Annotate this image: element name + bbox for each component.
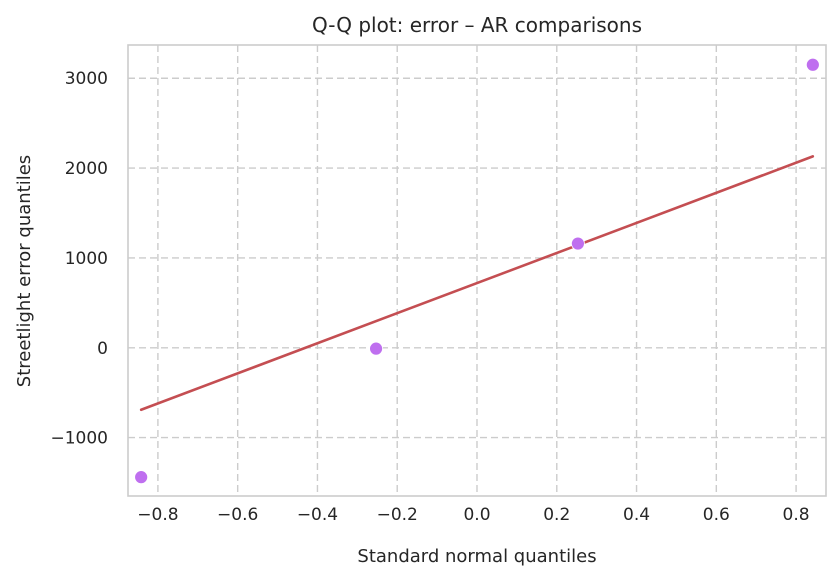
y-axis-label: Streetlight error quantiles [14, 155, 35, 387]
data-point [571, 236, 585, 251]
x-tick-labels: −0.8 −0.6 −0.4 −0.2 0.0 0.2 0.4 0.6 0.8 [137, 505, 809, 525]
data-point [805, 57, 820, 72]
x-tick-label: 0.2 [543, 505, 570, 525]
chart-title: Q-Q plot: error – AR comparisons [312, 13, 642, 37]
y-tick-label: −1000 [50, 429, 108, 449]
fit-line-group [139, 155, 815, 412]
x-tick-label: −0.4 [297, 505, 338, 525]
plot-frame [127, 44, 827, 497]
x-axis-label: Standard normal quantiles [357, 546, 596, 567]
x-tick-label: 0.8 [783, 505, 810, 525]
y-tick-label: 1000 [65, 249, 108, 269]
x-tick-label: 0.4 [623, 505, 650, 525]
data-point [369, 341, 383, 356]
x-tick-label: −0.6 [217, 505, 258, 525]
x-tick-label: −0.2 [377, 505, 418, 525]
y-tick-label: 0 [97, 339, 108, 359]
y-tick-labels: −1000 0 1000 2000 3000 [50, 69, 108, 448]
grid [128, 45, 826, 496]
y-tick-label: 3000 [65, 69, 108, 89]
x-tick-label: −0.8 [137, 505, 178, 525]
points-group [134, 57, 820, 485]
data-point [134, 470, 149, 485]
y-tick-label: 2000 [65, 159, 108, 179]
x-tick-label: 0.0 [463, 505, 490, 525]
fit-line [139, 155, 815, 412]
x-tick-label: 0.6 [703, 505, 730, 525]
